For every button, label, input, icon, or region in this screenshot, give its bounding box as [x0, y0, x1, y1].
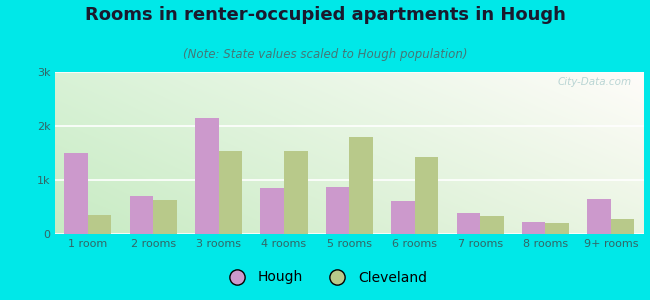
- Bar: [350, 137, 373, 234]
- Bar: [522, 222, 545, 234]
- Text: Rooms in renter-occupied apartments in Hough: Rooms in renter-occupied apartments in H…: [84, 6, 566, 24]
- Bar: [153, 200, 177, 234]
- Bar: [391, 200, 415, 234]
- Bar: [88, 215, 111, 234]
- Bar: [588, 199, 611, 234]
- Text: City-Data.com: City-Data.com: [558, 77, 632, 87]
- Text: (Note: State values scaled to Hough population): (Note: State values scaled to Hough popu…: [183, 48, 467, 61]
- Bar: [218, 152, 242, 234]
- Bar: [195, 118, 218, 234]
- Bar: [456, 214, 480, 234]
- Bar: [415, 157, 438, 234]
- Bar: [326, 187, 350, 234]
- Bar: [261, 188, 284, 234]
- Legend: Hough, Cleveland: Hough, Cleveland: [217, 265, 433, 290]
- Bar: [130, 196, 153, 234]
- Bar: [64, 153, 88, 234]
- Bar: [284, 152, 307, 234]
- Bar: [480, 216, 504, 234]
- Bar: [545, 223, 569, 234]
- Bar: [611, 219, 634, 234]
